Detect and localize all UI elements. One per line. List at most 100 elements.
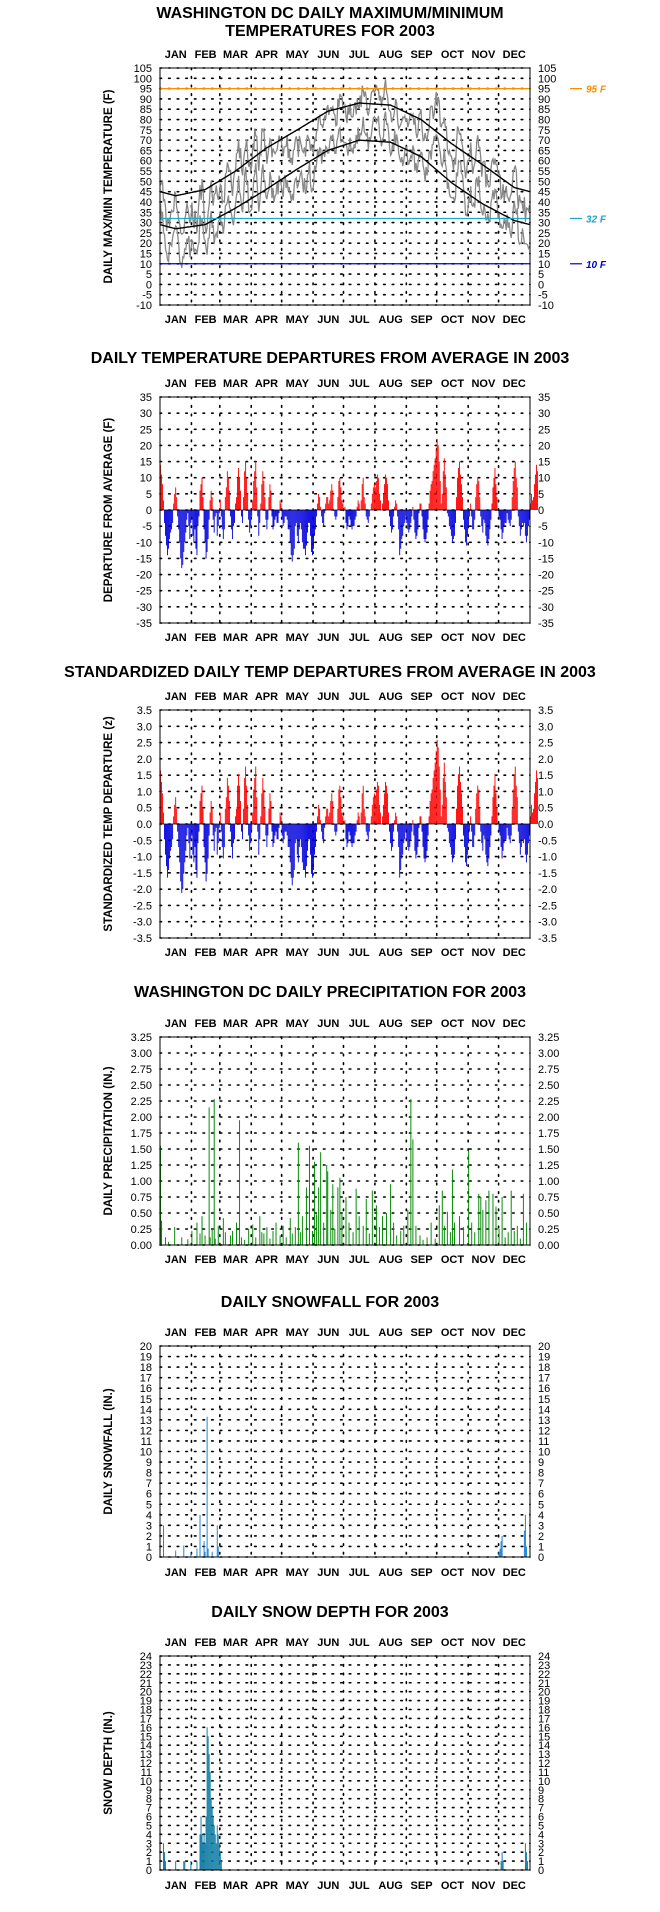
departure-bar	[321, 824, 323, 832]
departure-bar	[315, 510, 317, 530]
departure-bar	[515, 477, 517, 510]
departure-bar	[203, 824, 205, 847]
departure-bar	[338, 789, 340, 824]
y-tick-label-right: 75	[538, 125, 550, 137]
departure-bar	[372, 487, 374, 510]
departure-bar	[339, 477, 341, 510]
departure-bar	[352, 824, 354, 844]
precipitation-bar	[279, 1235, 281, 1245]
snowfall-bar	[206, 1416, 208, 1557]
departure-bar	[270, 490, 272, 510]
y-tick-label-right: 70	[538, 135, 550, 147]
departure-bar	[232, 510, 234, 527]
departure-bar	[437, 747, 439, 824]
departure-bar	[186, 824, 188, 836]
departure-bar	[272, 510, 274, 530]
snowfall-bar	[523, 1530, 525, 1558]
snow-depth-bar	[209, 1771, 211, 1870]
departure-bar	[507, 510, 509, 520]
month-label-bottom: JUL	[349, 1254, 370, 1266]
departure-bar	[505, 510, 507, 523]
departure-bar	[161, 474, 162, 510]
departure-bar	[192, 824, 194, 855]
departure-bar	[188, 824, 190, 844]
departure-bar	[440, 816, 442, 824]
y-tick-label-right: 85	[538, 104, 550, 116]
month-label-top: JUL	[349, 691, 370, 703]
month-label-top: MAY	[286, 1637, 310, 1649]
y-tick-label-left: 55	[140, 166, 152, 178]
departure-bar	[174, 804, 176, 824]
y-tick-label-right: 10	[538, 1447, 550, 1459]
y-tick-label-left: 0.75	[131, 1192, 152, 1204]
departure-bar	[184, 510, 186, 543]
departure-chart-svg: DAILY TEMPERATURE DEPARTURES FROM AVERAG…	[91, 350, 570, 644]
departure-bar	[537, 778, 539, 824]
departure-bar	[426, 824, 428, 851]
y-tick-label-right: 12	[538, 1758, 550, 1770]
departure-bar	[251, 510, 253, 517]
departure-bar	[403, 510, 405, 527]
departure-bar	[508, 824, 510, 840]
precipitation-bar	[345, 1197, 347, 1245]
departure-bar	[323, 824, 325, 844]
departure-bar	[303, 824, 305, 870]
departure-bar	[210, 801, 212, 824]
departure-bar	[185, 510, 187, 533]
departure-bar	[216, 510, 218, 536]
precipitation-bar	[282, 1225, 284, 1245]
departure-bar	[279, 812, 281, 824]
departure-bar	[230, 824, 232, 847]
departure-bar	[170, 824, 172, 851]
departure-bar	[421, 824, 423, 832]
departure-bar	[383, 804, 384, 824]
month-label-top: MAR	[223, 1637, 248, 1649]
departure-bar	[257, 824, 259, 832]
snowfall-bar	[499, 1548, 501, 1557]
departure-bar	[341, 812, 343, 824]
snow-depth-bar	[217, 1834, 219, 1870]
departure-bar	[291, 510, 293, 562]
departure-bar	[289, 510, 291, 543]
departure-bar	[218, 824, 220, 828]
departure-bar	[409, 824, 411, 847]
departure-bar	[261, 484, 263, 510]
month-label-top: NOV	[471, 378, 496, 390]
month-label-bottom: MAY	[286, 1880, 310, 1892]
departure-bar	[162, 484, 163, 510]
observed-low-series	[159, 111, 531, 269]
y-tick-label-left: -2.0	[133, 884, 152, 896]
precipitation-bar	[390, 1184, 392, 1245]
departure-bar	[271, 510, 273, 517]
y-tick-label-left: 60	[140, 156, 152, 168]
departure-bar	[532, 500, 533, 510]
y-tick-label-left: -1.0	[133, 852, 152, 864]
y-tick-label-right: -0.5	[538, 835, 557, 847]
month-label-bottom: AUG	[378, 1254, 402, 1266]
y-tick-label-right: -2.5	[538, 900, 557, 912]
snow-depth-bar	[199, 1834, 201, 1870]
departure-bar	[209, 500, 211, 510]
departure-bar	[511, 808, 513, 824]
departure-bar	[186, 510, 188, 520]
precipitation-bar	[358, 1216, 360, 1245]
departure-bar	[282, 824, 284, 844]
departure-bar	[407, 824, 409, 847]
departure-bar	[536, 770, 537, 824]
y-tick-label-left: 9	[146, 1785, 152, 1797]
month-label-bottom: DEC	[503, 632, 526, 644]
departure-bar	[402, 824, 404, 855]
departure-bar	[486, 510, 488, 543]
departure-bar	[355, 510, 357, 517]
plot-area	[160, 1037, 530, 1245]
departure-bar	[302, 824, 304, 870]
y-tick-label-right: -3.0	[538, 917, 557, 929]
departure-bar	[407, 510, 409, 530]
departure-bar	[246, 785, 248, 824]
y-tick-label-left: 12	[140, 1758, 152, 1770]
departure-bar	[472, 824, 474, 847]
y-tick-label-right: 2.50	[538, 1080, 559, 1092]
departure-bar	[217, 510, 219, 527]
month-label-top: SEP	[411, 1327, 433, 1339]
departure-bar	[495, 484, 497, 510]
